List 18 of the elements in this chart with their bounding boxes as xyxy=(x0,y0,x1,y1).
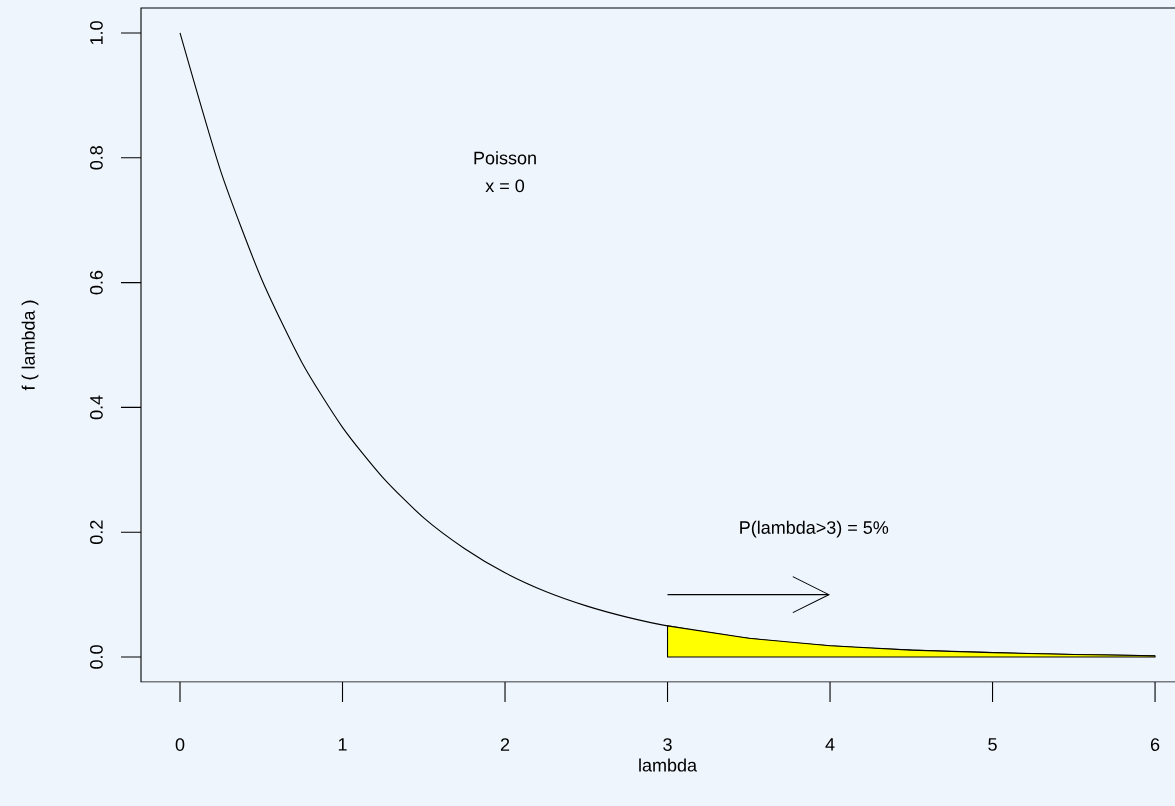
y-tick-label: 0.0 xyxy=(90,645,103,669)
x-axis-title: lambda xyxy=(639,758,698,772)
x-tick-label: 4 xyxy=(825,738,835,751)
y-axis-title: f ( lambda ) xyxy=(21,300,39,391)
annotation: Poisson xyxy=(474,151,536,165)
y-tick-label: 0.4 xyxy=(90,395,103,420)
x-tick-label: 5 xyxy=(988,738,997,751)
annotation: x = 0 xyxy=(485,179,525,193)
x-tick-label: 3 xyxy=(663,738,672,751)
x-tick-label: 0 xyxy=(175,738,185,751)
y-tick-label: 1.0 xyxy=(90,21,103,45)
x-tick-label: 6 xyxy=(1150,738,1160,751)
annotation: P(lambda>3) = 5% xyxy=(740,520,889,538)
y-tick-label: 0.2 xyxy=(90,520,103,545)
x-tick-label: 2 xyxy=(500,738,510,751)
x-tick-label: 1 xyxy=(338,738,347,751)
y-tick-label: 0.6 xyxy=(90,270,103,295)
y-tick-label: 0.8 xyxy=(90,146,103,170)
